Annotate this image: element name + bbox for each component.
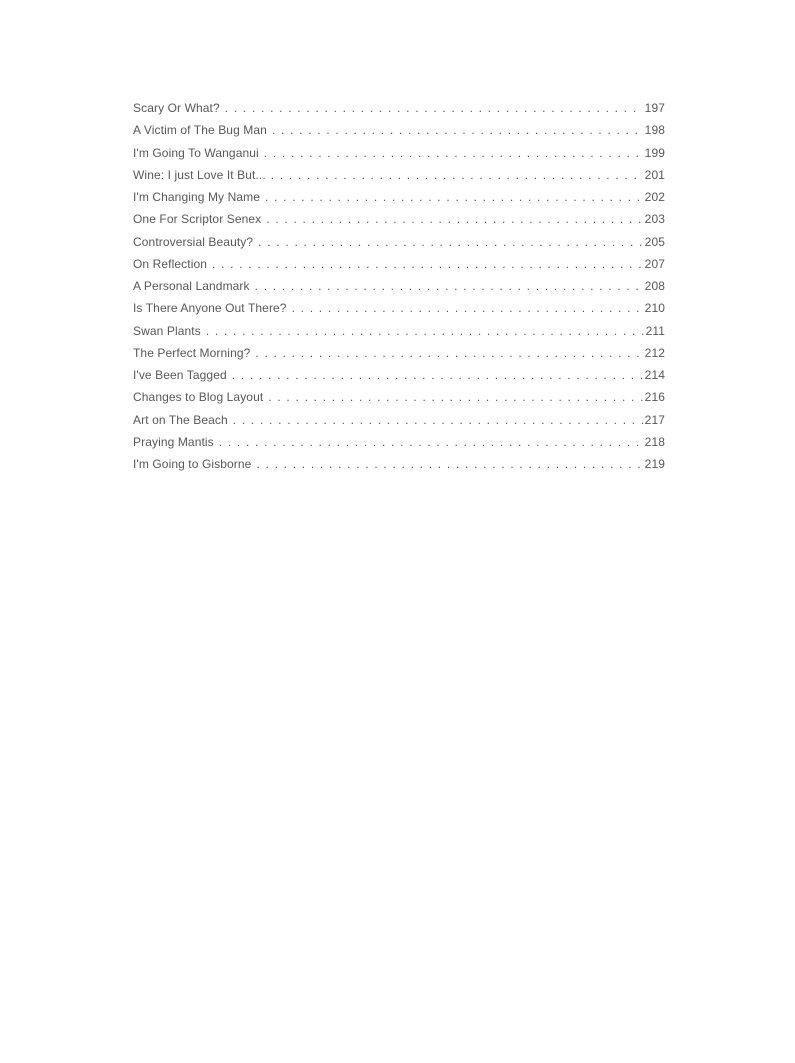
toc-entry-page-number: 202 [644, 190, 665, 205]
toc-entry-row: On Reflection 207 [133, 253, 665, 275]
toc-entry-title: A Personal Landmark [133, 279, 250, 294]
toc-dot-leader [272, 119, 643, 141]
toc-entry-row: I'm Going To Wanganui 199 [133, 142, 665, 164]
toc-entry-page-number: 207 [644, 256, 665, 271]
toc-entry-row: I've Been Tagged 214 [133, 364, 665, 386]
toc-entry-title: Is There Anyone Out There? [133, 301, 287, 316]
toc-entry-row: Controversial Beauty? 205 [133, 231, 665, 253]
toc-entry-page-number: 199 [644, 145, 665, 160]
toc-entry-page-number: 203 [644, 212, 665, 227]
toc-entry-page-number: 214 [644, 368, 665, 383]
toc-entry-title: Swan Plants [133, 323, 201, 338]
toc-entry-row: One For Scriptor Senex 203 [133, 208, 665, 230]
toc-entry-page-number: 219 [644, 457, 665, 472]
toc-entry-row: Scary Or What? 197 [133, 97, 665, 119]
toc-entry-page-number: 217 [644, 412, 665, 427]
toc-entry-row: Art on The Beach 217 [133, 409, 665, 431]
toc-dot-leader [255, 275, 643, 297]
toc-dot-leader [268, 386, 642, 408]
toc-entry-row: Changes to Blog Layout 216 [133, 386, 665, 408]
toc-dot-leader [255, 342, 642, 364]
toc-dot-leader [292, 297, 643, 319]
toc-entry-page-number: 198 [644, 123, 665, 138]
toc-entry-row: Praying Mantis 218 [133, 431, 665, 453]
toc-entry-title: A Victim of The Bug Man [133, 123, 267, 138]
toc-list: Scary Or What? 197 A Victim of The Bug M… [133, 97, 665, 476]
toc-dot-leader [258, 231, 643, 253]
toc-entry-title: On Reflection [133, 256, 208, 271]
toc-entry-page-number: 212 [644, 345, 665, 360]
toc-entry-page-number: 208 [644, 279, 665, 294]
toc-entry-title: I'm Going to Gisborne [133, 457, 252, 472]
toc-entry-title: Controversial Beauty? [133, 234, 254, 249]
toc-entry-title: Wine: I just Love It But... [133, 167, 266, 182]
toc-entry-title: Art on The Beach [133, 412, 228, 427]
toc-entry-row: I'm Going to Gisborne 219 [133, 453, 665, 475]
toc-entry-row: Wine: I just Love It But... 201 [133, 164, 665, 186]
toc-entry-row: Swan Plants 211 [133, 320, 665, 342]
toc-entry-page-number: 218 [644, 434, 665, 449]
toc-entry-title: I'm Going To Wanganui [133, 145, 259, 160]
toc-dot-leader [271, 164, 643, 186]
toc-entry-row: The Perfect Morning? 212 [133, 342, 665, 364]
toc-entry-page-number: 201 [644, 167, 665, 182]
toc-entry-row: Is There Anyone Out There? 210 [133, 297, 665, 319]
toc-entry-title: Changes to Blog Layout [133, 390, 264, 405]
toc-entry-row: A Personal Landmark 208 [133, 275, 665, 297]
toc-entry-page-number: 210 [644, 301, 665, 316]
toc-entry-page-number: 216 [644, 390, 665, 405]
toc-entry-page-number: 211 [645, 323, 665, 338]
toc-dot-leader [219, 431, 643, 453]
toc-entry-row: I'm Changing My Name 202 [133, 186, 665, 208]
toc-entry-page-number: 205 [644, 234, 665, 249]
toc-dot-leader [233, 409, 643, 431]
toc-dot-leader [206, 320, 644, 342]
toc-dot-leader [264, 142, 643, 164]
toc-entry-title: One For Scriptor Senex [133, 212, 262, 227]
toc-dot-leader [266, 208, 642, 230]
toc-dot-leader [212, 253, 643, 275]
toc-dot-leader [256, 453, 642, 475]
toc-entry-page-number: 197 [644, 101, 665, 115]
toc-entry-title: Scary Or What? [133, 101, 220, 115]
toc-dot-leader [232, 364, 643, 386]
toc-dot-leader [265, 186, 643, 208]
toc-entry-title: I'm Changing My Name [133, 190, 261, 205]
toc-entry-title: The Perfect Morning? [133, 345, 251, 360]
toc-dot-leader [225, 97, 643, 119]
toc-entry-title: Praying Mantis [133, 434, 214, 449]
toc-entry-title: I've Been Tagged [133, 368, 227, 383]
toc-entry-row: A Victim of The Bug Man 198 [133, 119, 665, 141]
